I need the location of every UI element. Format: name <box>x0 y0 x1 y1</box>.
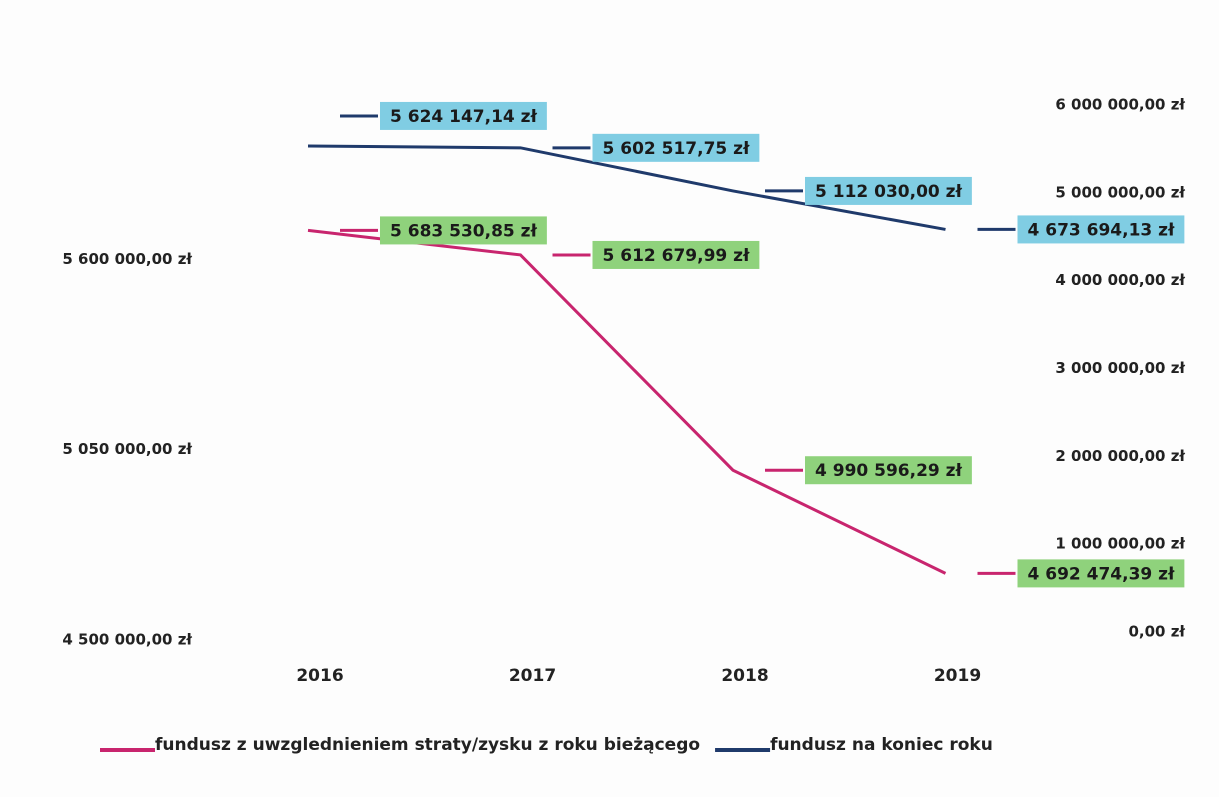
y2-tick-label: 3 000 000,00 zł <box>1055 359 1185 377</box>
label-box <box>380 101 547 130</box>
y2-tick-label: 1 000 000,00 zł <box>1055 535 1185 553</box>
x-tick-label: 2018 <box>721 666 768 686</box>
label-box <box>1017 559 1185 588</box>
label-box <box>805 456 972 485</box>
label-box <box>592 240 760 269</box>
y-tick-label: 5 050 000,00 zł <box>62 440 192 458</box>
data-label: 5 624 147,14 zł <box>390 107 538 127</box>
y2-tick-label: 6 000 000,00 zł <box>1055 95 1185 113</box>
data-label: 5 612 679,99 zł <box>603 246 751 266</box>
y-tick-label: 5 600 000,00 zł <box>62 250 192 268</box>
data-label: 5 602 517,75 zł <box>603 139 751 159</box>
y2-tick-label: 5 000 000,00 zł <box>1055 183 1185 201</box>
label-box <box>380 216 547 245</box>
label-box <box>592 133 760 162</box>
x-tick-label: 2019 <box>934 666 981 686</box>
label-box <box>1017 215 1185 244</box>
x-tick-label: 2017 <box>509 666 556 686</box>
y-tick-label: 4 500 000,00 zł <box>62 631 192 649</box>
legend-label: fundusz z uwzglednieniem straty/zysku z … <box>155 735 700 755</box>
data-label: 5 112 030,00 zł <box>815 182 963 202</box>
line <box>307 144 946 231</box>
data-label: 4 692 474,39 zł <box>1028 564 1176 584</box>
y2-tick-label: 2 000 000,00 zł <box>1055 447 1185 465</box>
x-tick-label: 2016 <box>296 666 343 686</box>
data-label: 4 990 596,29 zł <box>815 461 963 481</box>
y2-tick-label: 0,00 zł <box>1128 623 1185 641</box>
y2-tick-label: 4 000 000,00 zł <box>1055 271 1185 289</box>
data-label: 4 673 694,13 zł <box>1028 220 1176 240</box>
label-box <box>805 176 972 205</box>
data-label: 5 683 530,85 zł <box>390 221 538 241</box>
legend-label: fundusz na koniec roku <box>770 735 993 755</box>
